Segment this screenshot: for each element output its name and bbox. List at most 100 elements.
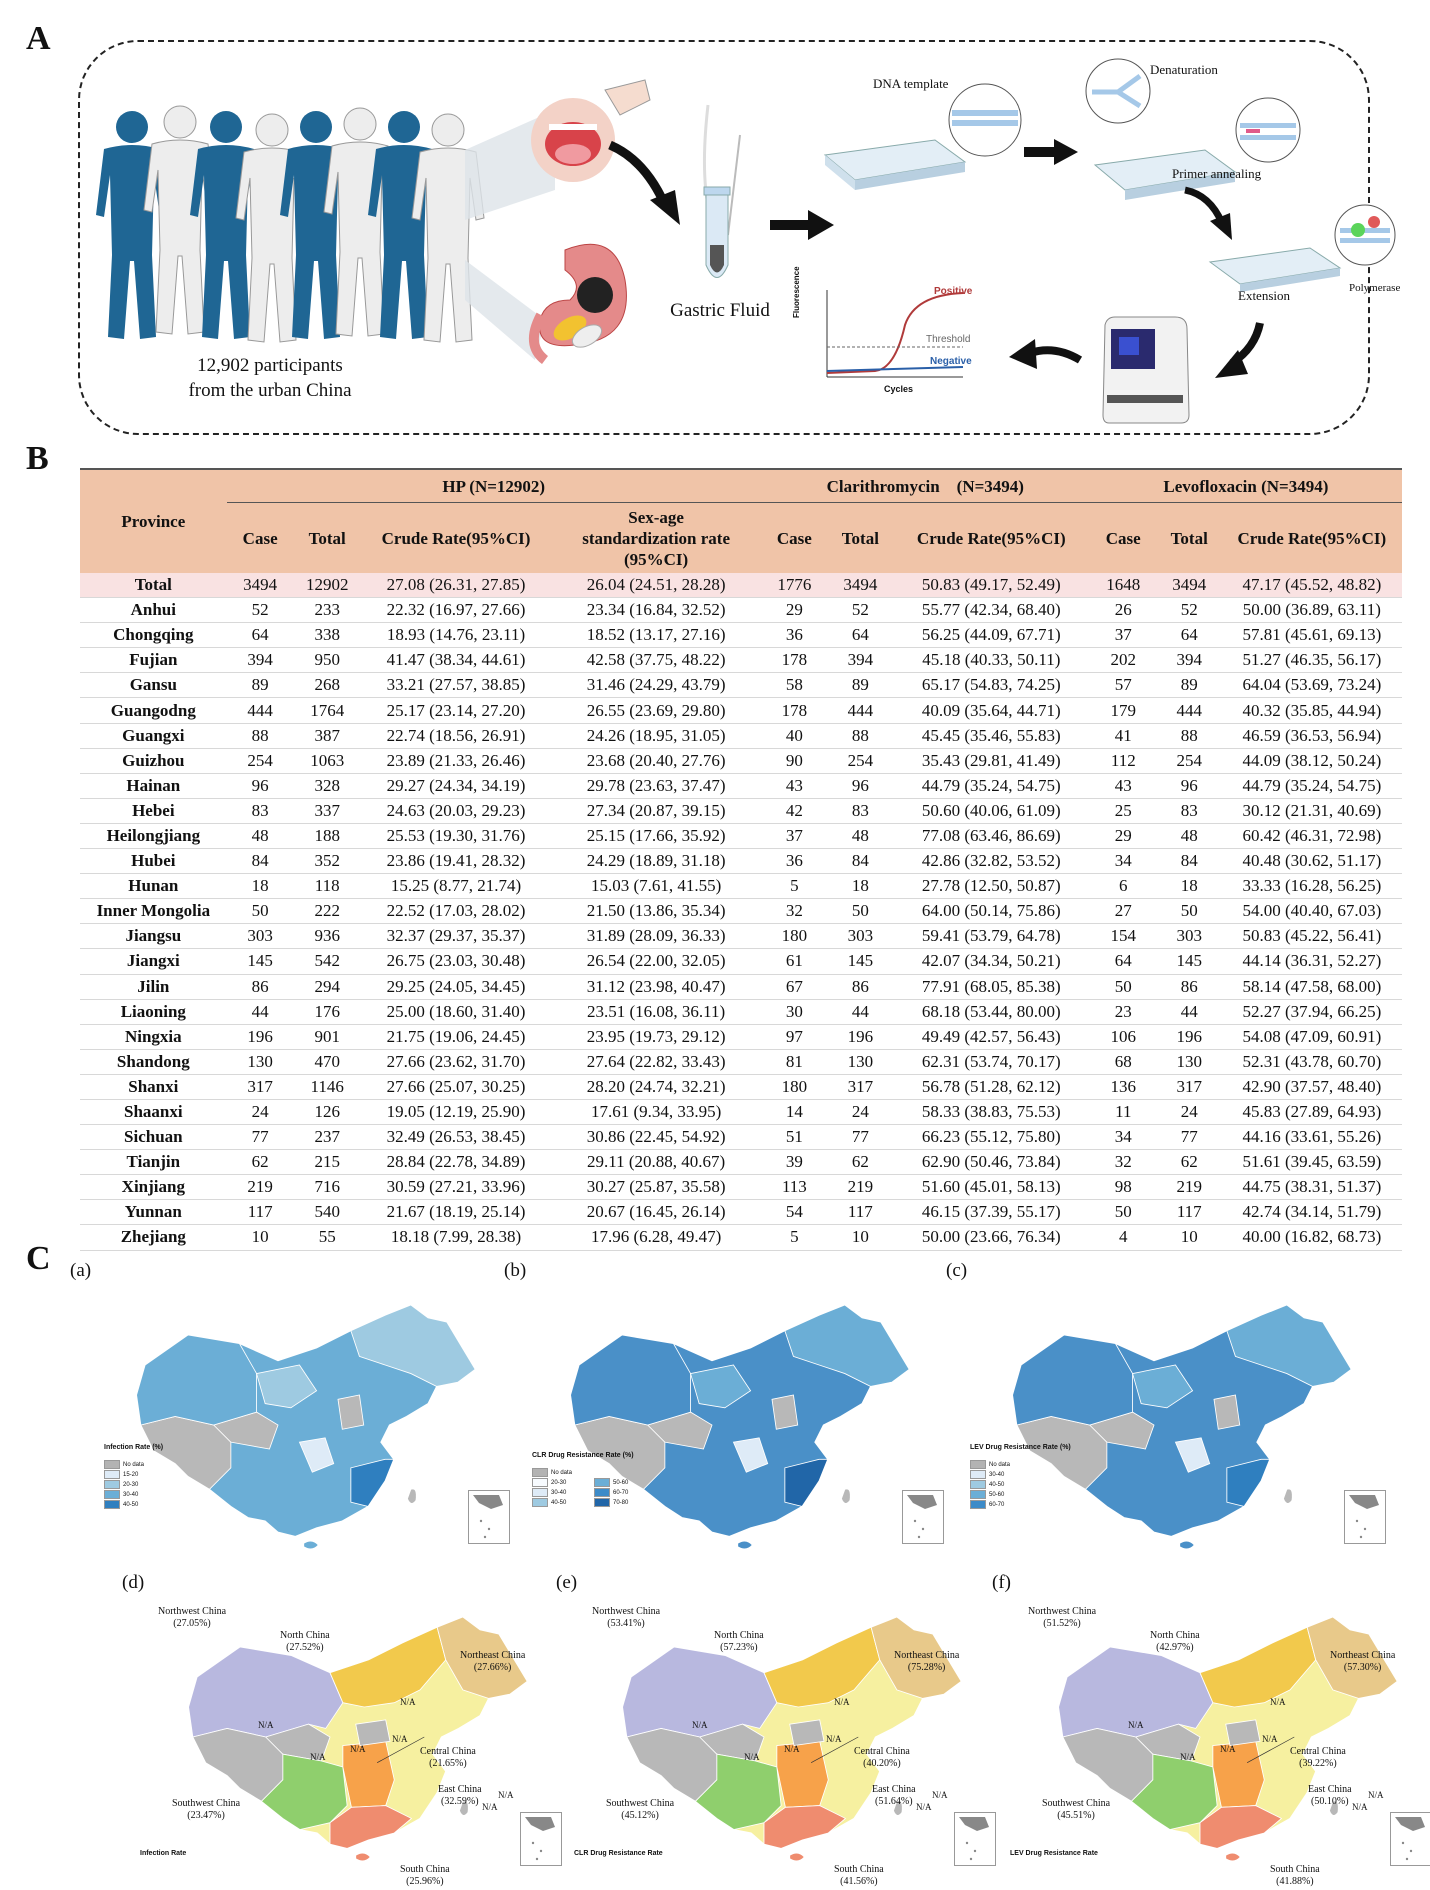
- value-cell: 58: [785, 675, 803, 695]
- value-cell: 29.25 (24.05, 34.45): [386, 976, 526, 996]
- province-cell: Hunan: [128, 876, 179, 896]
- table-row: Heilongjiang 48 188 25.53 (19.30, 31.76) 25.…: [80, 823, 1402, 849]
- value-cell: 3494: [1156, 573, 1222, 598]
- region-name: East China: [438, 1784, 482, 1795]
- region-value: (27.66%): [473, 1662, 512, 1673]
- value-cell: 44: [251, 1001, 269, 1021]
- value-cell: 30.12 (21.31, 40.69): [1242, 800, 1382, 820]
- na-label: N/A: [482, 1802, 498, 1812]
- region-label: North China (57.23%): [714, 1630, 764, 1654]
- value-cell: 65.17 (54.83, 74.25): [921, 675, 1061, 695]
- denaturation-circle: [1085, 58, 1151, 124]
- value-cell: 51: [785, 1127, 803, 1147]
- value-cell: 51.61 (39.45, 63.59): [1242, 1152, 1382, 1172]
- col-total: Total: [1156, 502, 1222, 573]
- value-cell: 44.14 (36.31, 52.27): [1242, 951, 1382, 971]
- value-cell: 88: [1180, 725, 1198, 745]
- province-cell: Anhui: [130, 600, 176, 620]
- value-cell: 31.12 (23.98, 40.47): [586, 976, 726, 996]
- value-cell: 50.83 (49.17, 52.49): [892, 573, 1090, 598]
- table-row: Shandong 130 470 27.66 (23.62, 31.70) 27.64 …: [80, 1049, 1402, 1075]
- value-cell: 337: [314, 800, 340, 820]
- value-cell: 18.18 (7.99, 28.38): [390, 1227, 522, 1247]
- value-cell: 303: [247, 926, 273, 946]
- value-cell: 44: [851, 1001, 869, 1021]
- south-china-sea-inset: [520, 1812, 562, 1866]
- value-cell: 219: [847, 1177, 874, 1197]
- value-cell: 84: [1180, 851, 1198, 871]
- value-cell: 179: [1110, 700, 1137, 720]
- value-cell: 90: [785, 750, 803, 770]
- province-cell: Jiangsu: [125, 926, 182, 946]
- value-cell: 37: [1114, 625, 1132, 645]
- legend-item-label: 30-40: [551, 1490, 567, 1497]
- value-cell: 96: [851, 775, 869, 795]
- province-cell: Total: [80, 573, 227, 598]
- region-label: Southwest China (45.12%): [606, 1798, 674, 1822]
- value-cell: 19.05 (12.19, 25.90): [386, 1102, 526, 1122]
- value-cell: 25: [1114, 800, 1132, 820]
- region-value: (50.10%): [1311, 1796, 1349, 1807]
- panel-letter-b: B: [26, 440, 49, 477]
- value-cell: 54: [785, 1202, 803, 1222]
- region-name: Northwest China: [592, 1606, 661, 1617]
- value-cell: 42.58 (37.75, 48.22): [586, 650, 726, 670]
- value-cell: 77: [1180, 1127, 1198, 1147]
- region-value: (21.65%): [429, 1758, 467, 1769]
- value-cell: 178: [781, 700, 808, 720]
- legend-item-label: 15-20: [123, 1472, 139, 1479]
- value-cell: 12902: [293, 573, 361, 598]
- value-cell: 338: [314, 625, 340, 645]
- legend-item: 20-30: [532, 1478, 566, 1487]
- value-cell: 84: [851, 851, 869, 871]
- value-cell: 36: [785, 625, 803, 645]
- value-cell: 45.83 (27.89, 64.93): [1242, 1102, 1382, 1122]
- na-label: N/A: [744, 1752, 760, 1762]
- positive-label: Positive: [934, 286, 973, 297]
- legend-item-label: 30-40: [123, 1492, 139, 1499]
- value-cell: 145: [1176, 951, 1203, 971]
- value-cell: 88: [251, 725, 269, 745]
- value-cell: 77: [851, 1127, 869, 1147]
- value-cell: 254: [847, 750, 874, 770]
- regional-map: [188, 1616, 528, 1862]
- legend-item: No data: [104, 1460, 144, 1469]
- participants-line2: from the urban China: [188, 380, 352, 401]
- region-name: North China: [1150, 1630, 1200, 1641]
- value-cell: 64: [1180, 625, 1198, 645]
- sub-figure-label: (d): [122, 1572, 145, 1593]
- value-cell: 88: [851, 725, 869, 745]
- value-cell: 117: [847, 1202, 873, 1222]
- legend-item-label: 50-60: [989, 1492, 1005, 1499]
- legend-title-a: Infection Rate (%): [104, 1444, 164, 1451]
- sub-figure-label: (e): [556, 1572, 578, 1593]
- table-row: Chongqing 64 338 18.93 (14.76, 23.11) 18.52 …: [80, 623, 1402, 648]
- value-cell: 113: [781, 1177, 807, 1197]
- value-cell: 55: [318, 1227, 336, 1247]
- legend-item-label: 30-40: [989, 1472, 1005, 1479]
- value-cell: 20.67 (16.45, 26.14): [586, 1202, 726, 1222]
- sub-figure-label: (b): [504, 1260, 527, 1281]
- pcr-plate-3: [1208, 247, 1342, 292]
- value-cell: 40: [785, 725, 803, 745]
- region-name: Northeast China: [894, 1650, 960, 1661]
- region-name: East China: [872, 1784, 916, 1795]
- value-cell: 40.00 (16.82, 68.73): [1242, 1227, 1382, 1247]
- region-value: (75.28%): [907, 1662, 946, 1673]
- value-cell: 25.17 (23.14, 27.20): [386, 700, 526, 720]
- value-cell: 18.52 (13.17, 27.16): [586, 625, 726, 645]
- legend-item-label: 20-30: [123, 1482, 139, 1489]
- choropleth-map: [570, 1304, 910, 1550]
- col-case: Case: [760, 502, 828, 573]
- na-label: N/A: [310, 1752, 326, 1762]
- region-value: (45.51%): [1057, 1810, 1095, 1821]
- value-cell: 3494: [827, 573, 893, 598]
- region-label: Northeast China (27.66%): [460, 1650, 525, 1674]
- table-row: Gansu 89 268 33.21 (27.57, 38.85) 31.46 (24.…: [80, 673, 1402, 698]
- region-value: (41.56%): [840, 1876, 878, 1887]
- na-label: N/A: [400, 1697, 416, 1707]
- denaturation-label: Denaturation: [1150, 62, 1218, 77]
- dna-zoom-circle: [948, 83, 1022, 157]
- province-cell: Gansu: [129, 675, 177, 695]
- province-cell: Xinjiang: [121, 1177, 185, 1197]
